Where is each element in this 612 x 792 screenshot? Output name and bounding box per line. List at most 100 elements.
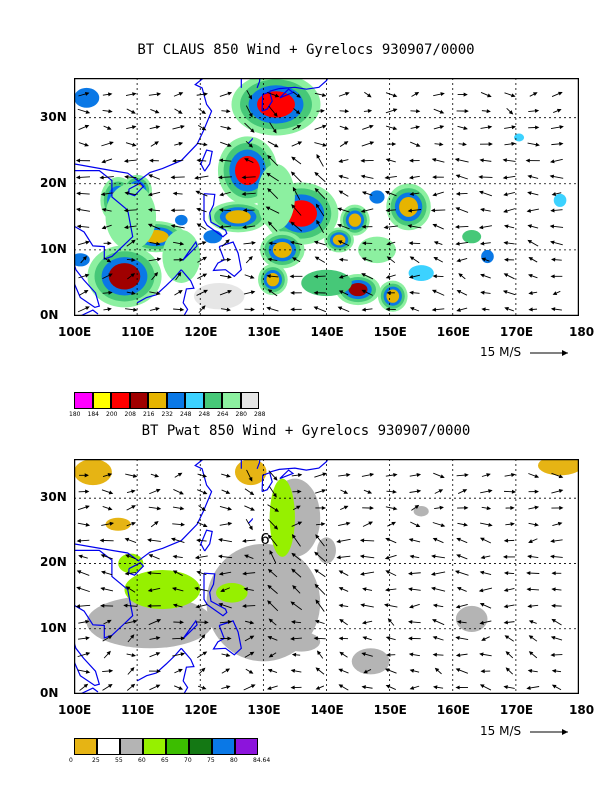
wind-vector bbox=[409, 290, 420, 295]
colorbar-swatch bbox=[222, 392, 241, 409]
field-feature bbox=[86, 596, 213, 649]
wind-vector bbox=[78, 142, 89, 147]
wind-vector bbox=[386, 652, 396, 657]
wind-vector bbox=[433, 256, 444, 263]
wind-vector bbox=[456, 473, 469, 478]
wind-vector bbox=[103, 619, 112, 625]
wind-vector bbox=[337, 240, 350, 247]
wind-vector bbox=[125, 307, 138, 312]
wind-vector bbox=[455, 241, 469, 246]
wind-vector bbox=[411, 504, 420, 511]
wind-vector bbox=[173, 620, 184, 625]
wind-vector bbox=[480, 537, 492, 544]
wind-vector bbox=[550, 208, 563, 213]
wind-vector bbox=[173, 241, 185, 246]
wind-vector bbox=[362, 124, 374, 130]
wind-vector bbox=[218, 571, 232, 576]
wind-vector bbox=[408, 241, 421, 246]
x-tick-label: 100E bbox=[58, 325, 92, 339]
wind-vector bbox=[100, 192, 113, 197]
wind-vector bbox=[432, 603, 444, 608]
wind-vector bbox=[313, 240, 326, 246]
wind-vector bbox=[76, 191, 90, 196]
wind-vector bbox=[315, 489, 327, 494]
wind-vector bbox=[243, 684, 256, 691]
wind-vector bbox=[268, 618, 277, 626]
coastline-segment bbox=[136, 269, 182, 304]
wind-vector bbox=[124, 571, 136, 576]
wind-vector bbox=[102, 92, 113, 97]
field-feature bbox=[162, 230, 201, 283]
colorbar-level-label: 70 bbox=[184, 757, 192, 764]
wind-vector bbox=[292, 505, 301, 511]
field-feature bbox=[513, 133, 525, 142]
wind-vector bbox=[101, 207, 112, 212]
wind-vector bbox=[267, 534, 278, 547]
wind-vector bbox=[359, 538, 375, 543]
wind-vector bbox=[338, 158, 349, 163]
wind-vector bbox=[75, 158, 91, 163]
colorbar-swatch bbox=[185, 392, 204, 409]
colorbar-level-label: 75 bbox=[207, 757, 215, 764]
wind-vector bbox=[316, 153, 324, 167]
wind-vector bbox=[244, 651, 255, 658]
wind-vector bbox=[408, 587, 421, 592]
wind-vector bbox=[457, 92, 468, 97]
wind-vector bbox=[244, 122, 255, 133]
coastline-segment bbox=[74, 459, 213, 562]
wind-vector bbox=[551, 91, 563, 98]
wind-vector bbox=[269, 549, 277, 564]
top-plot-frame bbox=[74, 78, 579, 316]
wind-vector bbox=[432, 175, 444, 180]
wind-vector bbox=[174, 668, 183, 674]
wind-vector bbox=[338, 257, 348, 262]
wind-vector bbox=[150, 307, 160, 312]
wind-vector bbox=[313, 274, 326, 279]
wind-vector bbox=[410, 141, 421, 147]
colorbar-swatch bbox=[240, 392, 259, 409]
wind-vector bbox=[361, 141, 375, 147]
wind-vector bbox=[385, 570, 397, 576]
wind-vector bbox=[502, 290, 516, 296]
wind-vector bbox=[385, 158, 396, 163]
field-feature bbox=[351, 648, 390, 675]
colorbar-swatch bbox=[129, 392, 148, 409]
coastline-segment bbox=[74, 170, 134, 260]
wind-vector bbox=[290, 601, 303, 611]
wind-vector bbox=[103, 241, 112, 246]
wind-vector bbox=[408, 619, 421, 624]
field-feature bbox=[108, 263, 141, 290]
wind-vector bbox=[197, 651, 208, 659]
wind-vector bbox=[219, 506, 233, 511]
wind-vector bbox=[385, 587, 397, 592]
wind-vector bbox=[102, 684, 113, 691]
wind-vector bbox=[123, 208, 137, 213]
wind-vector bbox=[504, 125, 516, 130]
field-feature bbox=[413, 506, 429, 517]
field-feature bbox=[74, 87, 100, 108]
wind-vector bbox=[245, 105, 253, 118]
wind-vector bbox=[551, 472, 564, 479]
wind-vector bbox=[384, 190, 397, 197]
wind-vector bbox=[242, 571, 256, 576]
wind-vector bbox=[291, 521, 303, 527]
coastline-segment bbox=[74, 78, 213, 182]
wind-vector bbox=[549, 174, 564, 179]
wind-vector bbox=[123, 225, 137, 230]
wind-vector bbox=[528, 635, 538, 642]
wind-vector bbox=[147, 207, 161, 212]
field-feature bbox=[272, 241, 292, 258]
wind-vector bbox=[526, 685, 540, 690]
field-feature bbox=[301, 269, 352, 297]
wind-vector bbox=[314, 256, 326, 263]
wind-vector bbox=[267, 568, 278, 578]
wind-vector bbox=[385, 92, 398, 98]
coastline-segment bbox=[247, 518, 254, 525]
wind-vector bbox=[409, 256, 420, 264]
wind-vector bbox=[505, 651, 514, 659]
wind-vector bbox=[504, 307, 515, 312]
wind-vector bbox=[456, 258, 468, 263]
wind-vector bbox=[315, 667, 325, 675]
colorbar-level-label: 60 bbox=[138, 757, 146, 764]
wind-vector bbox=[456, 109, 469, 114]
